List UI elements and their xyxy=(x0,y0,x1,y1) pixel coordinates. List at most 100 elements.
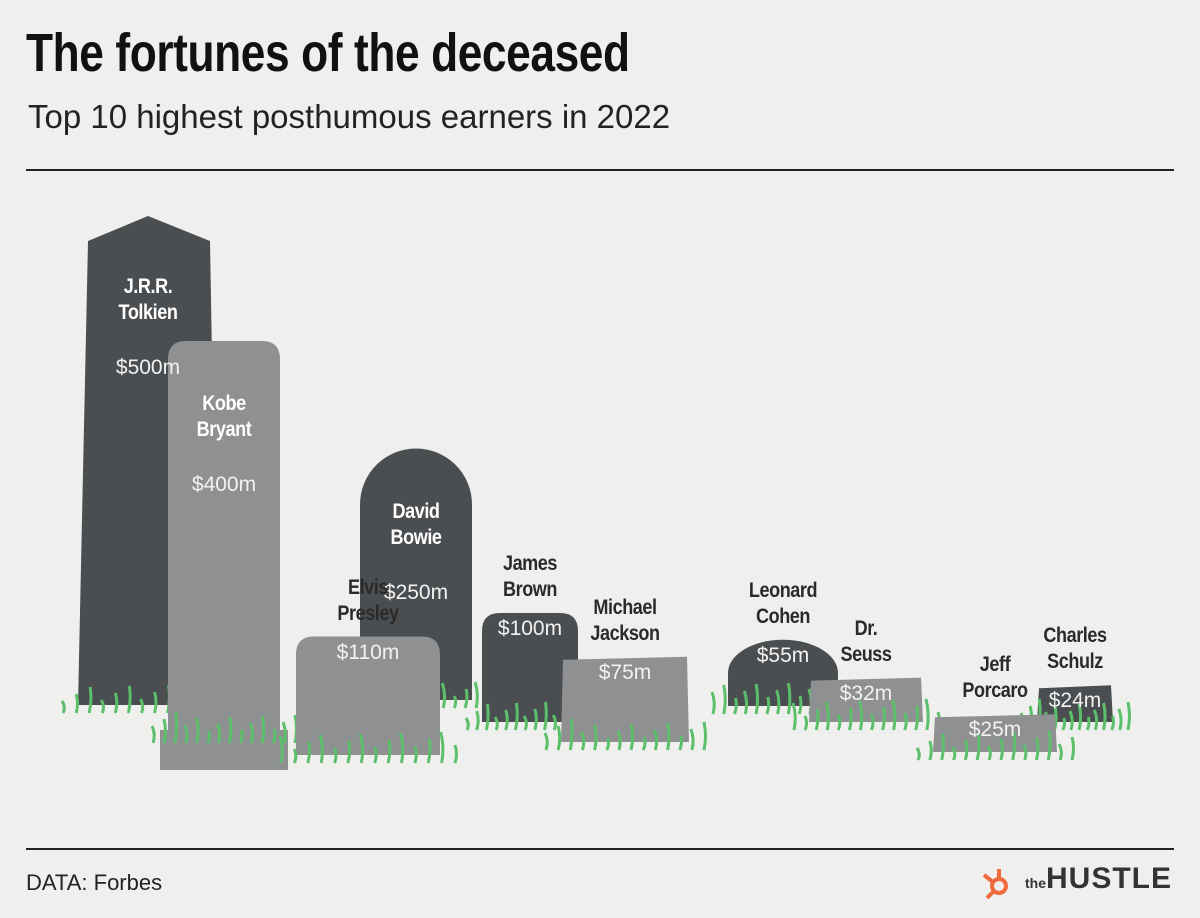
grass xyxy=(1085,716,1091,731)
divider xyxy=(26,848,1174,850)
grass xyxy=(951,746,957,761)
grass xyxy=(754,683,760,715)
grass xyxy=(765,696,771,715)
grass xyxy=(543,732,549,751)
grass xyxy=(1117,708,1123,731)
grass xyxy=(260,715,266,744)
value-label: $250m xyxy=(383,580,449,604)
grass xyxy=(227,716,233,744)
grass xyxy=(915,747,921,761)
tombstone xyxy=(933,714,1057,752)
grass xyxy=(870,713,875,731)
grass xyxy=(616,730,622,751)
category-label: Kobe Bryant xyxy=(196,392,252,441)
category-label: David Bowie xyxy=(390,499,442,549)
grass xyxy=(1057,743,1063,761)
chart-title: The fortunes of the deceased xyxy=(26,23,630,83)
grass xyxy=(87,686,93,714)
value-label: $24m xyxy=(1048,689,1102,713)
grass xyxy=(824,701,830,731)
grass xyxy=(1092,709,1099,731)
grass xyxy=(881,706,886,731)
grass xyxy=(903,712,908,731)
grass xyxy=(333,747,338,764)
grass xyxy=(113,692,119,714)
tombstone xyxy=(561,656,689,742)
grass xyxy=(386,739,392,764)
grass xyxy=(473,681,479,709)
grass xyxy=(74,693,80,714)
value-label: $500m xyxy=(115,356,181,379)
grass xyxy=(493,716,499,731)
grass xyxy=(629,723,635,751)
grass xyxy=(162,718,167,744)
grass xyxy=(513,702,519,731)
tombstone xyxy=(168,341,280,735)
grass xyxy=(814,708,820,731)
tombstone xyxy=(482,613,578,722)
grass xyxy=(150,725,156,744)
value-label: $110m xyxy=(336,640,400,664)
grass xyxy=(836,714,842,731)
category-label: Jeff Porcaro xyxy=(962,653,1028,703)
value-label: $100m xyxy=(497,617,563,640)
category-label: Leonard Cohen xyxy=(748,578,818,628)
grass xyxy=(453,744,458,764)
grass xyxy=(1110,715,1115,731)
grass xyxy=(742,690,749,715)
grass xyxy=(641,736,647,751)
grass xyxy=(710,691,716,715)
tombstone-base xyxy=(160,730,288,770)
grass xyxy=(722,684,727,715)
chart-subtitle: Top 10 highest posthumous earners in 202… xyxy=(28,98,671,135)
grass xyxy=(551,714,557,731)
value-label: $55m xyxy=(756,643,810,667)
grass xyxy=(373,746,378,764)
value-label: $25m xyxy=(968,718,1022,742)
grass xyxy=(543,701,548,731)
grass xyxy=(440,682,447,709)
grass xyxy=(1046,730,1052,761)
grass xyxy=(463,688,469,709)
grass xyxy=(733,697,738,715)
grass xyxy=(999,738,1004,761)
grass xyxy=(216,723,222,744)
grass xyxy=(858,700,864,731)
grass xyxy=(358,733,365,764)
grass xyxy=(1068,710,1074,731)
category-label: James Brown xyxy=(502,552,558,601)
grass xyxy=(139,698,145,714)
grass xyxy=(1102,702,1107,731)
grass xyxy=(1035,737,1040,761)
grass xyxy=(1070,736,1075,761)
grass xyxy=(1022,744,1028,761)
value-label: $400m xyxy=(191,473,257,496)
grass xyxy=(666,722,671,751)
logo: theHUSTLE xyxy=(979,862,1172,902)
category-label: Michael Jackson xyxy=(590,595,660,645)
grass xyxy=(689,728,695,751)
grass xyxy=(292,748,298,764)
grass xyxy=(99,699,105,714)
grass xyxy=(183,724,189,744)
grass xyxy=(533,708,538,731)
grass xyxy=(928,740,933,761)
grass xyxy=(522,715,528,731)
grass xyxy=(484,703,490,731)
grass xyxy=(346,740,352,764)
grass xyxy=(1126,701,1131,731)
grass xyxy=(475,710,480,731)
grass xyxy=(1077,703,1083,731)
value-label: $75m xyxy=(598,660,652,684)
grass xyxy=(153,691,158,714)
value-label: $32m xyxy=(839,681,893,705)
grass xyxy=(281,721,287,744)
grass xyxy=(1061,717,1067,731)
grass xyxy=(239,729,244,744)
grass xyxy=(652,729,659,751)
grass xyxy=(963,739,969,761)
category-label: Elvis Presley xyxy=(337,575,399,625)
grass xyxy=(399,732,405,764)
grass xyxy=(206,730,211,744)
grass xyxy=(924,698,930,731)
